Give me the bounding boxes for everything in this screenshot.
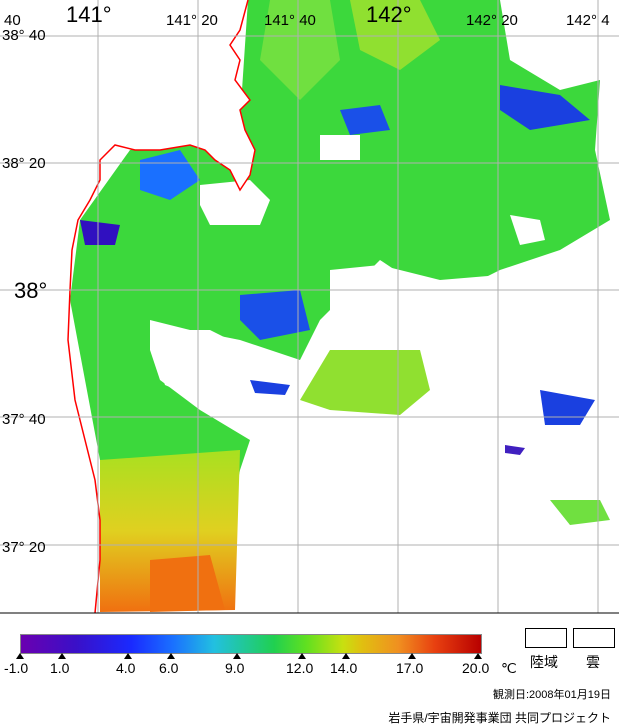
observation-date: 観測日:2008年01月19日 bbox=[493, 689, 611, 701]
tick-mark bbox=[233, 653, 241, 659]
tick-label: 20.0 bbox=[462, 660, 490, 676]
lat-label-37-40: 37° 40 bbox=[2, 411, 46, 428]
tick-label: 4.0 bbox=[116, 660, 136, 676]
graticule bbox=[0, 0, 619, 613]
tick-mark bbox=[16, 653, 24, 659]
land-area bbox=[0, 0, 255, 613]
tick-mark bbox=[342, 653, 350, 659]
tick-label: 14.0 bbox=[330, 660, 358, 676]
lon-label-141-20: 141° 20 bbox=[166, 12, 218, 29]
tick-label: 12.0 bbox=[286, 660, 314, 676]
land-legend-box bbox=[525, 628, 567, 648]
tick-label: 9.0 bbox=[225, 660, 245, 676]
tick-mark bbox=[298, 653, 306, 659]
lat-label-37-20: 37° 20 bbox=[2, 539, 46, 556]
tick-mark bbox=[58, 653, 66, 659]
tick-label: 6.0 bbox=[159, 660, 179, 676]
temperature-colorbar bbox=[20, 634, 482, 654]
coastline bbox=[67, 0, 256, 614]
lon-label-141-40: 141° 40 bbox=[264, 12, 316, 29]
cloud-legend-label: 雲 bbox=[586, 654, 600, 670]
unit-label: ℃ bbox=[501, 660, 517, 676]
lon-label-140-40: 40 bbox=[4, 12, 21, 29]
lat-label-38-20: 38° 20 bbox=[2, 155, 46, 172]
cloud-legend-box bbox=[573, 628, 615, 648]
lon-label-141: 141° bbox=[66, 2, 112, 27]
lon-label-142-40: 142° 4 bbox=[566, 12, 610, 29]
lon-label-142-20: 142° 20 bbox=[466, 12, 518, 29]
project-credit: 岩手県/宇宙開発事業団 共同プロジェクト bbox=[388, 711, 611, 725]
sst-field bbox=[70, 0, 610, 612]
tick-mark bbox=[408, 653, 416, 659]
lat-label-38: 38° bbox=[14, 278, 48, 303]
land-legend-label: 陸域 bbox=[530, 654, 558, 670]
lat-label-38-40: 38° 40 bbox=[2, 27, 46, 44]
tick-mark bbox=[124, 653, 132, 659]
lon-label-142: 142° bbox=[366, 2, 412, 27]
tick-label: 17.0 bbox=[396, 660, 424, 676]
cold-patch bbox=[500, 85, 590, 130]
tick-label: -1.0 bbox=[4, 660, 29, 676]
tick-mark bbox=[167, 653, 175, 659]
tick-label: 1.0 bbox=[50, 660, 70, 676]
sst-map bbox=[0, 0, 619, 614]
tick-mark bbox=[474, 653, 482, 659]
